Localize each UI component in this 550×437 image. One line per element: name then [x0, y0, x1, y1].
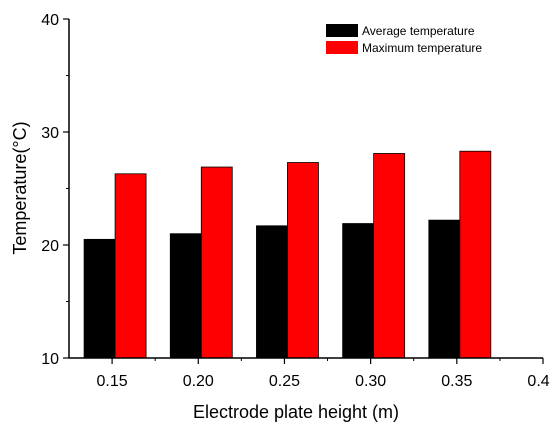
- y-tick-label-3: 40: [41, 12, 59, 29]
- legend-label-average: Average temperature: [362, 24, 475, 38]
- legend-label-maximum: Maximum temperature: [362, 41, 482, 55]
- x-tick-label-0: 0.15: [97, 373, 128, 390]
- bar-average-3: [342, 223, 375, 359]
- x-tick-label-1: 0.20: [183, 373, 214, 390]
- ticks-group: 10 20 30 40 0.15 0.20 0.25 0.30 0.35 0.40: [41, 12, 550, 390]
- legend-swatch-average: [326, 24, 358, 37]
- bar-average-1: [169, 233, 202, 359]
- x-tick-label-2: 0.25: [269, 373, 300, 390]
- x-tick-label-4: 0.35: [441, 373, 472, 390]
- bar-maximum-0: [114, 173, 147, 359]
- bar-average-2: [256, 225, 288, 359]
- x-tick-label-3: 0.30: [355, 373, 386, 390]
- legend: Average temperature Maximum temperature: [326, 24, 482, 55]
- bar-average-4: [428, 219, 461, 359]
- bar-average-0: [83, 238, 116, 359]
- y-tick-label-1: 20: [41, 238, 59, 255]
- bars-group: [83, 150, 492, 359]
- y-tick-label-0: 10: [41, 351, 59, 368]
- x-tick-label-5: 0.40: [527, 373, 550, 390]
- x-axis-title: Electrode plate height (m): [193, 402, 399, 422]
- bar-maximum-2: [287, 162, 319, 359]
- y-axis-title: Temperature(°C): [10, 121, 30, 254]
- bar-maximum-4: [459, 150, 492, 359]
- bar-maximum-3: [373, 153, 406, 359]
- legend-swatch-maximum: [326, 41, 358, 54]
- bar-maximum-1: [200, 166, 233, 359]
- y-tick-label-2: 30: [41, 125, 59, 142]
